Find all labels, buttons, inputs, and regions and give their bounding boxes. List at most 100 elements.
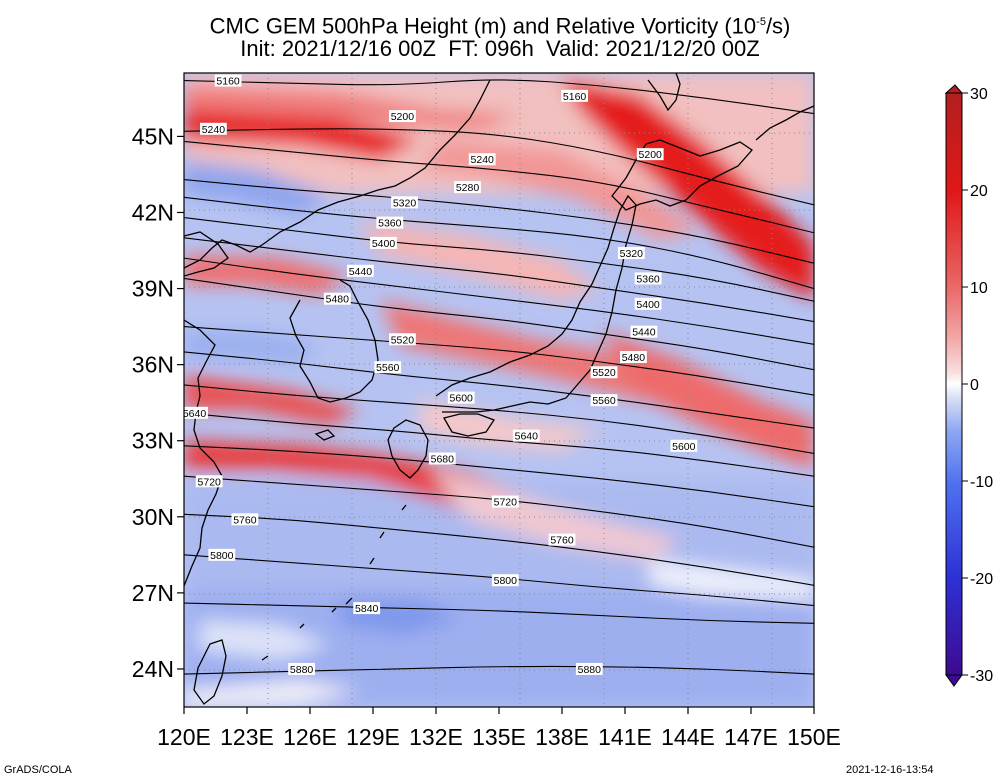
- title-text-end: /s): [765, 13, 791, 39]
- map-title-line-1: CMC GEM 500hPa Height (m) and Relative V…: [0, 9, 1000, 39]
- colorbar-tick-label: 30: [970, 86, 988, 103]
- colorbar-scale: [945, 92, 963, 676]
- colorbar-tick-label: 20: [970, 183, 988, 200]
- contour-line-5560: [184, 351, 814, 429]
- contour-line-5840: [184, 602, 814, 624]
- contour-label-bg: [512, 429, 540, 442]
- contour-label: 5200: [639, 149, 663, 161]
- ryukyu-islands: [261, 504, 407, 661]
- footer-software-credit: GrADS/COLA: [4, 764, 72, 776]
- contour-label-bg: [620, 351, 647, 364]
- contour-label-bg: [636, 148, 664, 161]
- contour-line-5200: [184, 128, 814, 206]
- lon-tick-label: 138E: [535, 724, 589, 750]
- lat-tick-label: 42N: [132, 199, 174, 225]
- coastlines: [184, 73, 814, 705]
- lon-tick-label: 144E: [661, 724, 715, 750]
- contour-line-5440: [184, 257, 814, 345]
- contour-line-5400: [184, 237, 814, 323]
- contour-line-5720: [184, 475, 814, 548]
- contour-label: 5440: [632, 327, 656, 339]
- contour-label: 5560: [376, 362, 400, 374]
- contour-line-5320: [184, 196, 814, 290]
- contour-label-bg: [575, 662, 603, 675]
- lat-tick-label: 30N: [132, 504, 174, 530]
- title-exponent: -5: [756, 16, 766, 28]
- contour-label: 5400: [372, 238, 396, 250]
- kuril-coast: [755, 105, 814, 141]
- contour-label-bg: [376, 216, 404, 229]
- contour-line-5360: [184, 217, 814, 302]
- contour-label: 5520: [391, 334, 415, 346]
- contour-label-bg: [630, 325, 658, 338]
- lat-tick-label: 27N: [132, 580, 174, 606]
- footer-timestamp: 2021-12-16-13:54: [846, 764, 934, 776]
- contour-label: 5160: [216, 76, 240, 88]
- contour-label-bg: [447, 391, 475, 404]
- contour-label: 5680: [431, 453, 455, 465]
- contour-label: 5760: [550, 535, 574, 547]
- contour-label: 5800: [210, 550, 234, 562]
- contour-label-bg: [590, 366, 618, 379]
- contour-label-bg: [370, 236, 397, 249]
- contour-label-bg: [195, 475, 223, 488]
- contour-label: 5280: [456, 182, 480, 194]
- contour-label: 5160: [563, 91, 587, 103]
- contour-label: 5360: [378, 218, 402, 230]
- contour-label: 5840: [355, 603, 379, 615]
- lon-tick-label: 126E: [283, 724, 337, 750]
- contour-line-5240: [184, 140, 814, 234]
- colorbar-tick-label: 10: [970, 280, 988, 297]
- contour-label-bg: [468, 153, 496, 166]
- contour-label-bg: [491, 574, 519, 587]
- lon-tick-label: 135E: [472, 724, 526, 750]
- colorbar-bottom-arrow: [945, 674, 963, 687]
- colorbar-tick-label: -30: [970, 668, 993, 685]
- contour-label-bg: [491, 495, 519, 508]
- contour-label-bg: [200, 122, 227, 135]
- contour-label: 5880: [290, 664, 314, 676]
- contour-label: 5720: [494, 497, 518, 509]
- korea-peninsula-coast: [289, 279, 379, 403]
- latitude-axis: 45N 42N 39N 36N 33N 30N 27N 24N: [132, 123, 184, 682]
- shandong-coast: [184, 231, 229, 277]
- lon-tick-label: 123E: [220, 724, 274, 750]
- contour-label-bg: [208, 548, 236, 561]
- contour-line-5520: [184, 326, 814, 396]
- height-contour-labels: 5160 5240 5200 5160 5240 5200 5280 5320 5360 5400…: [184, 74, 698, 676]
- contour-label: 5240: [471, 154, 495, 166]
- shikoku-coast: [443, 413, 495, 437]
- lon-tick-label: 129E: [346, 724, 400, 750]
- contour-line-5160: [184, 79, 814, 115]
- contour-label-bg: [288, 662, 315, 675]
- lon-tick-label: 132E: [409, 724, 463, 750]
- lon-tick-label: 150E: [787, 724, 841, 750]
- contour-label: 5760: [233, 514, 257, 526]
- contour-label-bg: [323, 292, 351, 305]
- contour-label-bg: [353, 602, 381, 615]
- contour-label: 5480: [326, 294, 350, 306]
- contour-label: 5600: [672, 441, 696, 453]
- contour-label-bg: [617, 247, 645, 260]
- lon-tick-label: 141E: [598, 724, 652, 750]
- contour-label: 5520: [592, 367, 616, 379]
- hokkaido-coast: [611, 139, 753, 211]
- taiwan-coast: [193, 639, 227, 705]
- lat-tick-label: 33N: [132, 428, 174, 454]
- contour-label-bg: [561, 89, 588, 102]
- lat-tick-label: 36N: [132, 352, 174, 378]
- lat-tick-label: 39N: [132, 276, 174, 302]
- contour-label-bg: [231, 513, 259, 526]
- contour-label: 5360: [636, 273, 660, 285]
- contour-line-5680: [184, 445, 814, 508]
- contour-label: 5480: [622, 352, 646, 364]
- honshu-coast: [435, 194, 637, 413]
- colorbar-tick-label: 0: [970, 377, 979, 394]
- contour-label-bg: [634, 272, 662, 285]
- contour-label: 5640: [515, 431, 539, 443]
- contour-label-bg: [374, 361, 402, 374]
- contour-label-bg: [590, 394, 618, 407]
- height-contours: [184, 79, 814, 675]
- lon-tick-label: 120E: [157, 724, 211, 750]
- china-east-coast: [184, 319, 223, 587]
